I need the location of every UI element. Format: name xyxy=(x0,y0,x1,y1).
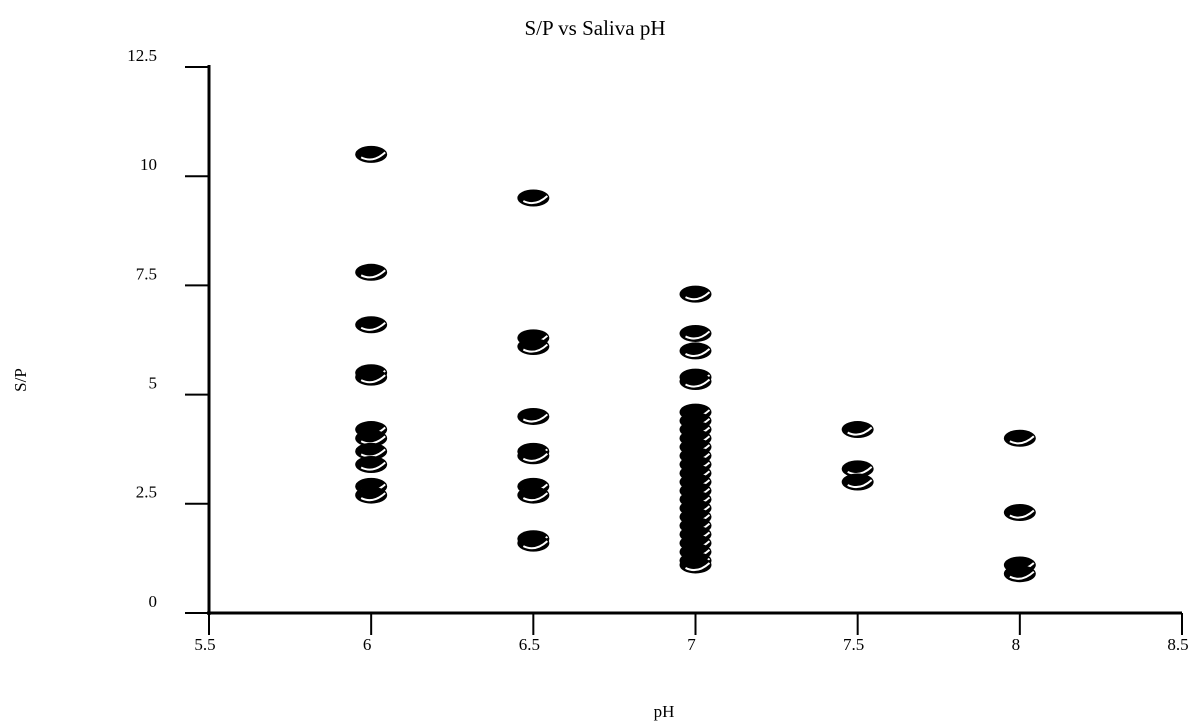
point-highlight xyxy=(522,413,549,423)
y-tick-label: 2.5 xyxy=(136,483,157,502)
y-tick-label: 0 xyxy=(149,592,158,611)
point xyxy=(517,486,550,504)
point xyxy=(355,455,388,473)
point-highlight xyxy=(685,562,711,572)
point xyxy=(355,316,388,334)
point-highlight xyxy=(522,453,549,462)
point-highlight xyxy=(360,374,386,384)
point xyxy=(355,486,388,504)
y-tick-label: 10 xyxy=(140,155,157,174)
point xyxy=(1003,429,1036,447)
point-highlight xyxy=(1009,570,1035,580)
point xyxy=(679,556,712,574)
point-highlight xyxy=(847,479,873,489)
point xyxy=(679,372,712,390)
point xyxy=(679,342,712,360)
x-tick-label: 6.5 xyxy=(519,635,540,654)
point xyxy=(355,145,388,163)
point-highlight xyxy=(685,378,711,388)
point-highlight xyxy=(685,330,711,340)
point xyxy=(841,473,874,491)
point-highlight xyxy=(685,348,711,358)
point-highlight xyxy=(1009,435,1035,445)
point-highlight xyxy=(522,195,549,205)
x-axis-label: pH xyxy=(654,702,675,721)
y-axis-label: S/P xyxy=(11,368,30,392)
point xyxy=(517,534,550,552)
y-tick-label: 5 xyxy=(149,374,158,393)
point xyxy=(355,368,388,386)
y-tick-label: 7.5 xyxy=(136,264,157,283)
point-highlight xyxy=(522,540,549,550)
point-highlight xyxy=(1009,509,1035,519)
point-highlight xyxy=(847,426,873,436)
point-highlight xyxy=(360,151,386,161)
x-tick-label: 7.5 xyxy=(843,635,864,654)
point xyxy=(679,285,712,303)
point xyxy=(517,189,550,207)
point-highlight xyxy=(522,492,549,502)
point-highlight xyxy=(685,291,711,301)
chart-title: S/P vs Saliva pH xyxy=(525,16,666,40)
point xyxy=(679,324,712,342)
point xyxy=(517,447,550,465)
point xyxy=(1003,565,1036,583)
point xyxy=(517,407,550,425)
point xyxy=(841,421,874,439)
point xyxy=(355,263,388,281)
x-tick-label: 6 xyxy=(363,635,372,654)
x-tick-label: 8 xyxy=(1012,635,1021,654)
point-highlight xyxy=(522,343,549,353)
point xyxy=(517,338,550,356)
point xyxy=(1003,504,1036,522)
y-tick-label: 12.5 xyxy=(127,46,157,65)
x-tick-label: 8.5 xyxy=(1167,635,1188,654)
point-highlight xyxy=(360,492,386,502)
point-highlight xyxy=(360,269,386,279)
point-highlight xyxy=(360,461,386,471)
x-tick-label: 7 xyxy=(687,635,696,654)
x-tick-label: 5.5 xyxy=(194,635,215,654)
point-highlight xyxy=(360,321,386,331)
